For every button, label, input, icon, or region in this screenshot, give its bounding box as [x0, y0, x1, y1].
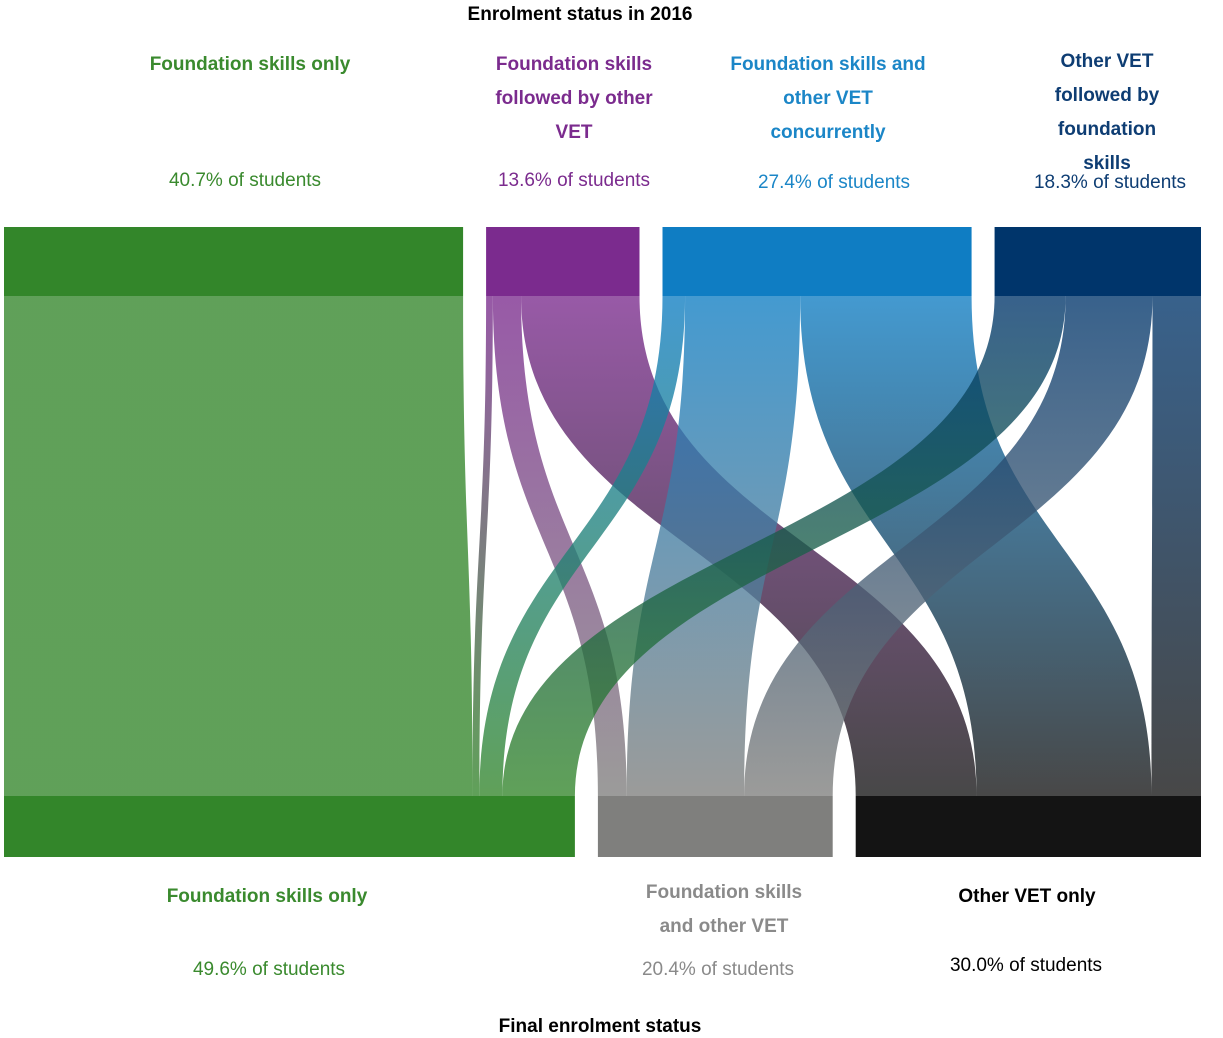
- source-label-fs-and-vet: Foundation skills and other VET concurre…: [730, 54, 926, 143]
- target-label-vet-only: Other VET only: [958, 886, 1096, 907]
- flow-fs_then_vet-to-t_fs_only: [472, 296, 493, 796]
- target-node-t_vet_only: [855, 796, 1201, 857]
- target-percent-fs-only: 49.6% of students: [192, 959, 346, 980]
- chart-title: Enrolment status in 2016: [467, 4, 693, 25]
- source-percent-fs-and-vet: 27.4% of students: [757, 172, 911, 193]
- source-percent-vet-then-fs: 18.3% of students: [1033, 172, 1187, 193]
- target-percent-vet-only: 30.0% of students: [949, 955, 1103, 976]
- source-node-fs_and_vet: [662, 227, 972, 296]
- flow-vet_then_fs-to-t_fs_and_vet: [744, 296, 1153, 796]
- flow-fs_only-to-t_fs_only: [4, 296, 473, 796]
- x-axis-label: Final enrolment status: [498, 1016, 702, 1037]
- target-node-t_fs_only: [4, 796, 575, 857]
- source-node-fs_then_vet: [486, 227, 640, 296]
- source-node-fs_only: [4, 227, 464, 296]
- flow-layer: [4, 296, 1201, 796]
- source-label-vet-then-fs: Other VET followed by foundation skills: [1054, 51, 1160, 174]
- source-label-fs-then-vet: Foundation skills followed by other VET: [495, 54, 653, 143]
- source-node-vet_then_fs: [994, 227, 1201, 296]
- target-node-t_fs_and_vet: [597, 796, 833, 857]
- target-percent-fs-and-vet: 20.4% of students: [641, 959, 795, 980]
- flow-fs_and_vet-to-t_fs_only: [479, 296, 686, 796]
- source-percent-fs-only: 40.7% of students: [168, 170, 322, 191]
- flow-vet_then_fs-to-t_vet_only: [1151, 296, 1201, 796]
- source-percent-fs-then-vet: 13.6% of students: [497, 170, 651, 191]
- source-label-fs-only: Foundation skills only: [149, 54, 351, 75]
- target-label-fs-and-vet: Foundation skills and other VET: [645, 882, 803, 937]
- node-layer: [4, 227, 1201, 857]
- flow-vet_then_fs-to-t_fs_only: [502, 296, 1066, 796]
- target-label-fs-only: Foundation skills only: [166, 886, 368, 907]
- flow-fs_and_vet-to-t_fs_and_vet: [626, 296, 801, 796]
